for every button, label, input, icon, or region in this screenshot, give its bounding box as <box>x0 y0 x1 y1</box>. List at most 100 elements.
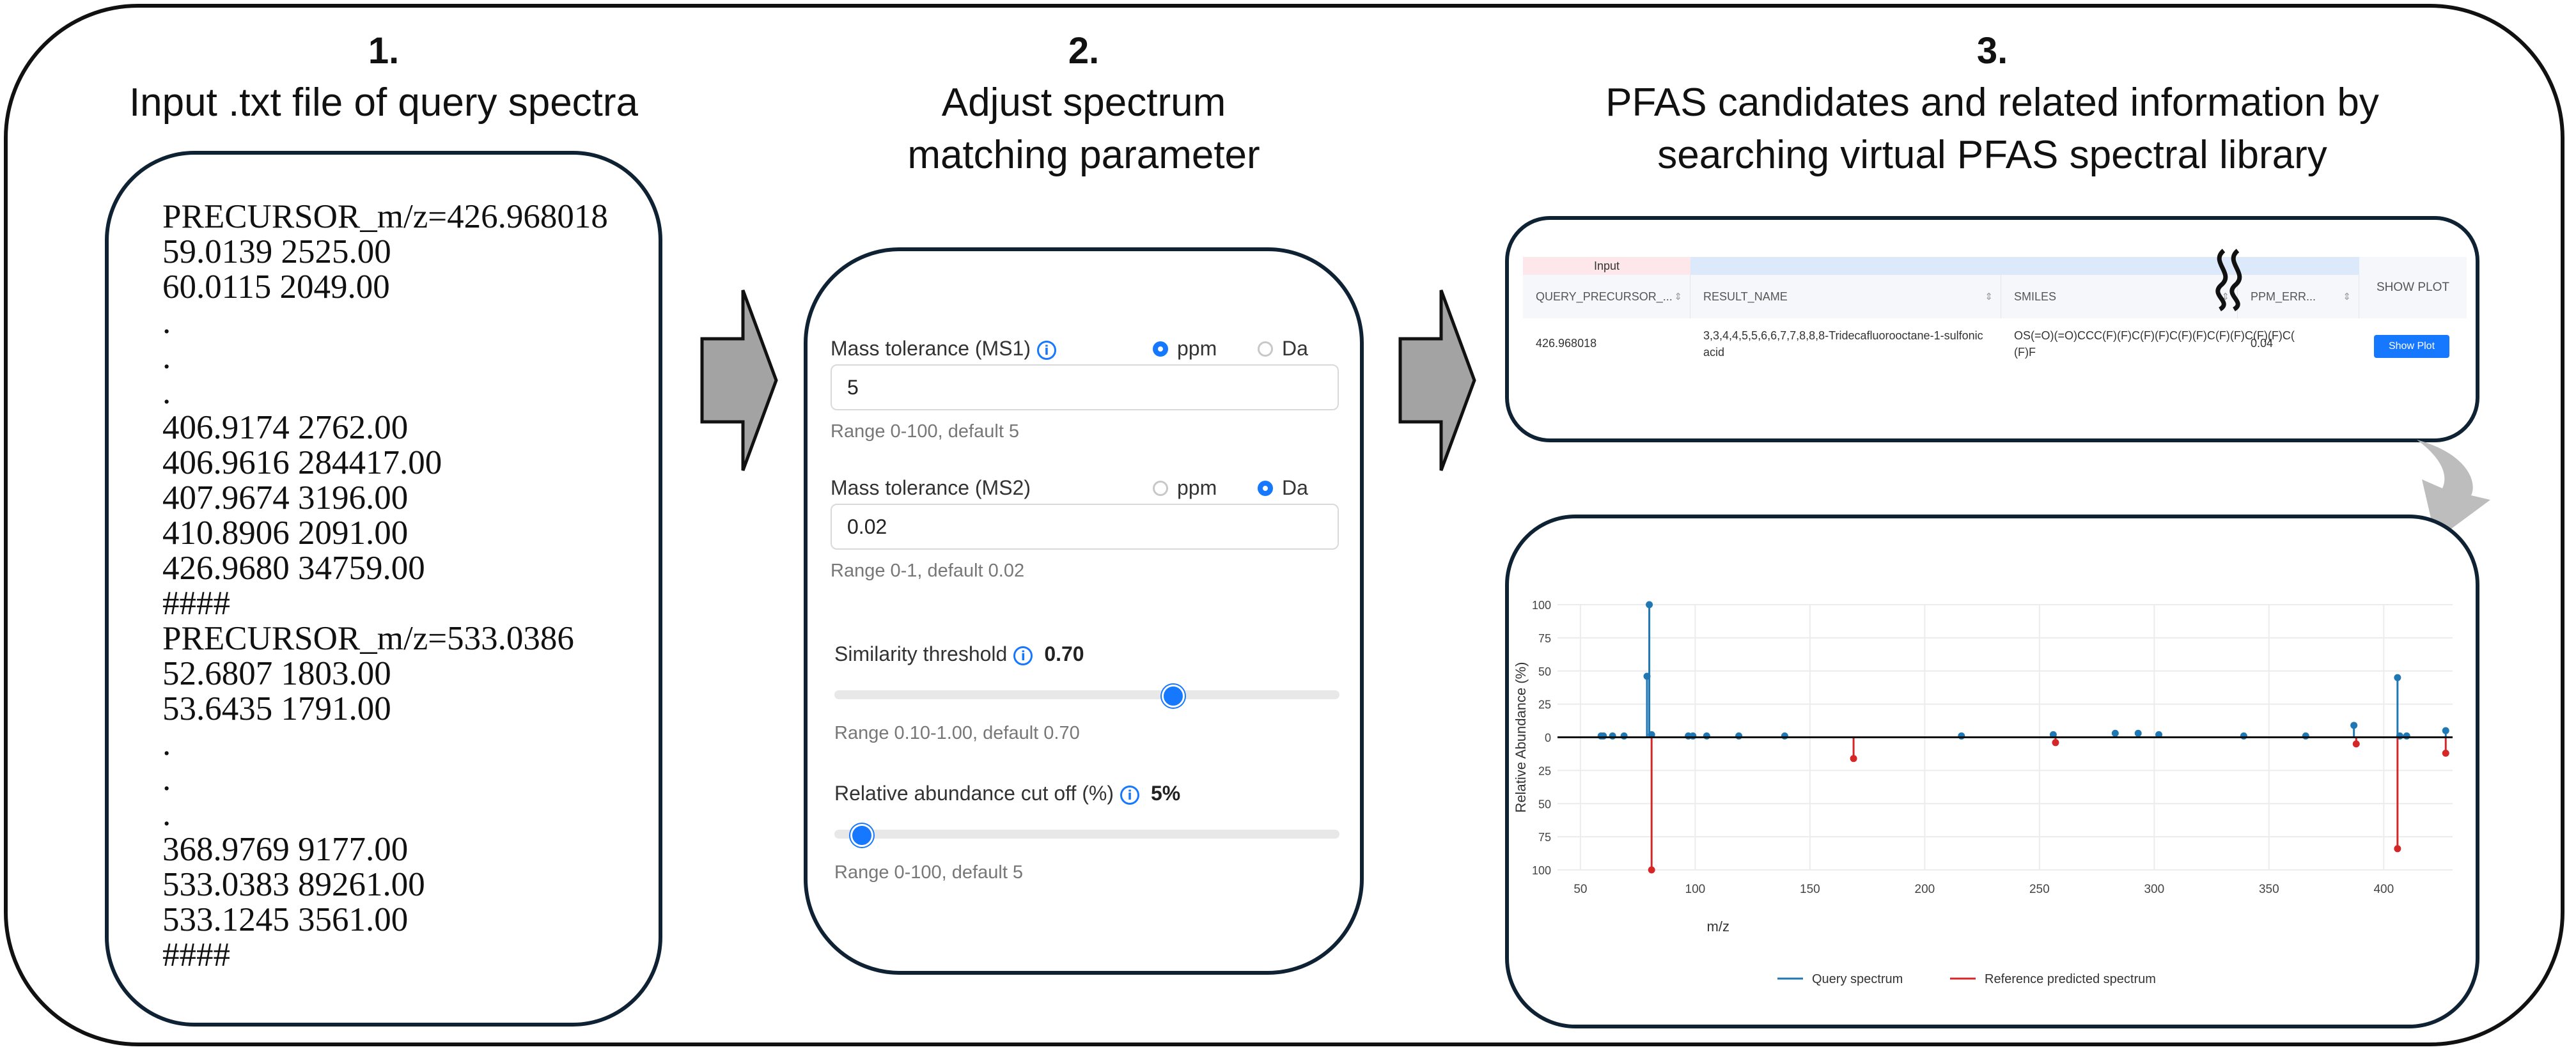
reference-point <box>2352 740 2360 748</box>
ms2-da-radio[interactable]: Da <box>1258 476 1308 500</box>
step-heading: searching virtual PFAS spectral library <box>1657 133 2327 177</box>
step-1-title: 1. Input .txt file of query spectra <box>64 26 703 129</box>
ms1-da-radio[interactable]: Da <box>1258 337 1308 360</box>
results-table-panel: Input SHOW PLOT QUERY_PRECURSOR_... ⇕ RES… <box>1505 216 2479 442</box>
y-tick-label: 100 <box>1532 599 1551 612</box>
abundance-slider[interactable] <box>834 830 1339 839</box>
show-plot-button[interactable]: Show Plot <box>2374 335 2449 358</box>
query-point <box>2403 732 2410 740</box>
x-tick-label: 300 <box>2144 883 2164 896</box>
sort-icon[interactable]: ⇕ <box>2343 291 2351 302</box>
sort-icon[interactable]: ⇕ <box>1674 291 1682 302</box>
file-line: . <box>162 339 171 376</box>
file-line: 533.1245 3561.00 <box>162 901 409 938</box>
column-header-ppm[interactable]: PPM_ERR... ⇕ <box>2238 275 2359 318</box>
file-line: . <box>162 374 171 411</box>
query-point <box>2302 732 2309 740</box>
file-line: #### <box>162 936 230 973</box>
x-tick-label: 400 <box>2373 883 2394 896</box>
column-header-query[interactable]: QUERY_PRECURSOR_... ⇕ <box>1523 275 1690 318</box>
x-tick-label: 200 <box>1915 883 1935 896</box>
file-line: . <box>162 796 171 833</box>
query-point <box>2134 729 2142 737</box>
file-line: PRECURSOR_m/z=426.968018 <box>162 198 608 235</box>
ms2-ppm-radio[interactable]: ppm <box>1153 476 1217 500</box>
query-point <box>1620 732 1628 740</box>
y-tick-label: 0 <box>1545 732 1551 745</box>
file-line: 53.6435 1791.00 <box>162 690 391 727</box>
similarity-slider-handle[interactable] <box>1161 685 1185 708</box>
legend-label-reference: Reference predicted spectrum <box>1985 972 2156 986</box>
step-2-title: 2. Adjust spectrum matching parameter <box>764 26 1403 182</box>
y-tick-label: 25 <box>1538 699 1551 711</box>
step-heading: matching parameter <box>907 133 1260 177</box>
results-table: Input SHOW PLOT QUERY_PRECURSOR_... ⇕ RES… <box>1523 257 2467 391</box>
file-line: 52.6807 1803.00 <box>162 655 391 692</box>
step-number: 2. <box>1068 30 1100 72</box>
query-point <box>2111 729 2119 737</box>
cell-ppm: 0.04 <box>2251 337 2274 350</box>
step-number: 1. <box>368 30 400 72</box>
parameter-panel: Mass tolerance (MS1) i ppm Da 5 Range 0-1… <box>804 247 1364 975</box>
x-axis-label: m/z <box>1707 918 1729 934</box>
file-line: . <box>162 304 171 341</box>
column-break-icon <box>2215 249 2242 311</box>
file-line: 406.9616 284417.00 <box>162 444 442 481</box>
spectrum-plot-panel: 100 75 50 25 0 25 50 75 100 50 100 150 200 250 300 350 4… <box>1505 515 2479 1028</box>
step-number: 3. <box>1976 30 2008 72</box>
y-axis-label: Relative Abundance (%) <box>1513 662 1529 812</box>
radio-unchecked-icon <box>1153 480 1168 496</box>
reference-point <box>1648 866 1655 874</box>
query-point <box>2394 674 2401 681</box>
file-content: PRECURSOR_m/z=426.968018 59.0139 2525.00 6… <box>162 199 608 973</box>
x-tick-label: 100 <box>1685 883 1706 896</box>
x-tick-label: 50 <box>1573 883 1587 896</box>
similarity-slider[interactable] <box>834 690 1339 699</box>
y-tick-label: 75 <box>1538 831 1551 844</box>
column-header-result-name[interactable]: RESULT_NAME ⇕ <box>1690 275 2001 318</box>
ms1-hint: Range 0-100, default 5 <box>831 421 1020 442</box>
cell-result-name: 3,3,4,4,5,5,6,6,7,7,8,8,8-Tridecafluoroo… <box>1703 329 1983 359</box>
file-line: . <box>162 761 171 798</box>
step-3-title: 3. PFAS candidates and related informati… <box>1481 26 2504 182</box>
input-group-header: Input <box>1523 257 1690 275</box>
radio-checked-icon <box>1258 480 1273 496</box>
radio-unchecked-icon <box>1258 341 1273 357</box>
ms1-label: Mass tolerance (MS1) i <box>831 337 1056 360</box>
query-point <box>1646 601 1653 608</box>
column-header-smiles[interactable]: SMILES ⇕ <box>2001 275 2238 318</box>
query-point <box>1609 732 1616 740</box>
abundance-hint: Range 0-100, default 5 <box>834 862 1024 883</box>
reference-point <box>2442 749 2449 757</box>
x-tick-label: 150 <box>1800 883 1820 896</box>
info-icon[interactable]: i <box>1036 340 1056 360</box>
step-heading: PFAS candidates and related information … <box>1605 81 2379 125</box>
query-point <box>2350 722 2358 729</box>
ms2-input[interactable]: 0.02 <box>831 504 1339 550</box>
y-tick-label: 75 <box>1538 632 1551 645</box>
query-point <box>1703 732 1710 740</box>
file-line: 60.0115 2049.00 <box>162 268 390 306</box>
legend-label-query: Query spectrum <box>1812 972 1903 986</box>
x-tick-label: 250 <box>2029 883 2050 896</box>
query-point <box>1689 732 1697 740</box>
file-line: 533.0383 89261.00 <box>162 866 425 903</box>
info-icon[interactable]: i <box>1013 646 1033 665</box>
y-tick-label: 50 <box>1538 798 1551 810</box>
y-tick-label: 25 <box>1538 764 1551 777</box>
abundance-slider-handle[interactable] <box>850 824 873 847</box>
cell-query: 426.968018 <box>1536 337 1597 350</box>
reference-point <box>2052 739 2059 747</box>
y-tick-label: 50 <box>1538 665 1551 678</box>
file-line: 407.9674 3196.00 <box>162 479 409 516</box>
arrow-right-icon <box>1398 290 1476 471</box>
outer-frame <box>4 4 2564 1046</box>
ms1-ppm-radio[interactable]: ppm <box>1153 337 1217 360</box>
ms1-input[interactable]: 5 <box>831 364 1339 410</box>
info-icon[interactable]: i <box>1120 785 1139 805</box>
step-heading: Input .txt file of query spectra <box>129 81 639 125</box>
input-file-panel: PRECURSOR_m/z=426.968018 59.0139 2525.00 6… <box>105 151 662 1027</box>
sort-icon[interactable]: ⇕ <box>1985 291 1993 302</box>
file-line: #### <box>162 585 230 622</box>
query-point <box>1781 732 1788 740</box>
